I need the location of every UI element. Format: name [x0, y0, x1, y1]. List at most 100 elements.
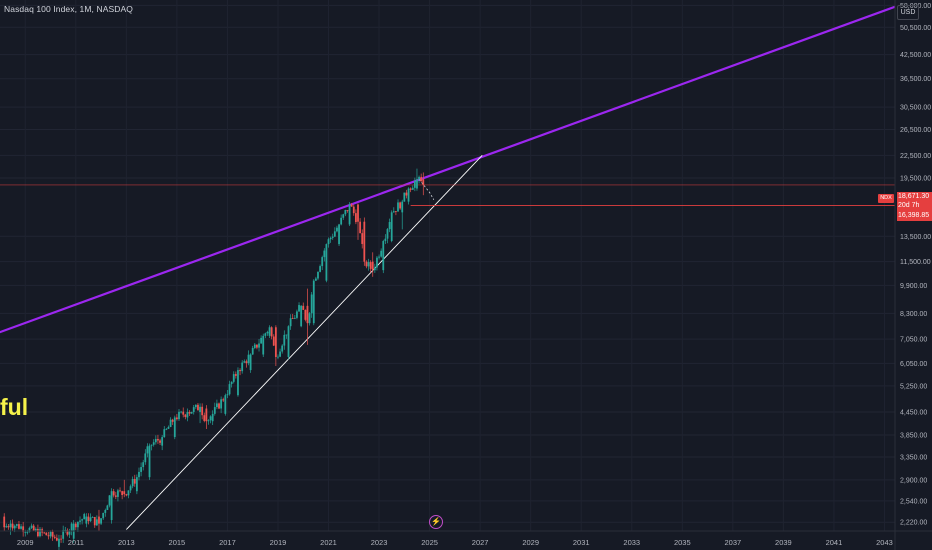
candles	[3, 168, 425, 550]
candle-body	[228, 384, 231, 395]
candle-body	[79, 520, 81, 522]
candle-body	[403, 192, 406, 202]
candle-body	[399, 202, 402, 209]
candle-body	[310, 294, 313, 314]
candle-body	[222, 399, 225, 401]
candle-body	[390, 212, 393, 242]
candle-body	[216, 403, 218, 408]
candle-body	[220, 399, 223, 409]
candle-body	[114, 495, 117, 497]
candle-body	[405, 192, 408, 196]
candle-body	[293, 317, 296, 319]
candle-body	[77, 521, 79, 528]
price-axis-label: 42,500.00	[900, 52, 931, 59]
candle-body	[188, 412, 191, 414]
candle-body	[327, 239, 330, 245]
candle-body	[388, 222, 391, 230]
candle-body	[89, 517, 92, 522]
candle-body	[253, 344, 256, 348]
candle-body	[205, 408, 208, 422]
candle-body	[15, 524, 18, 526]
candle-body	[66, 529, 69, 535]
candle-body	[234, 374, 237, 376]
currency-button[interactable]: USD	[897, 5, 919, 20]
candle-body	[43, 532, 46, 534]
candle-body	[384, 238, 387, 242]
candle-body	[7, 526, 10, 528]
candle-body	[350, 204, 353, 207]
price-axis-label: 5,250.00	[900, 383, 927, 390]
candle-body	[150, 444, 153, 446]
candle-body	[262, 335, 265, 355]
candle-body	[317, 271, 319, 279]
symbol-tag: NDX	[878, 194, 894, 203]
candle-body	[159, 440, 161, 443]
candle-body	[279, 351, 281, 357]
price-axis-label: 2,900.00	[900, 477, 927, 484]
resistance-trendline	[0, 5, 896, 334]
candle-body	[411, 187, 414, 190]
candle-body	[338, 224, 340, 245]
candle-body	[60, 538, 62, 540]
time-axis-label: 2021	[320, 538, 337, 547]
candle-body	[175, 417, 178, 420]
lightning-icon[interactable]: ⚡	[429, 515, 443, 529]
candle-body	[283, 334, 286, 346]
price-axis-label: 2,540.00	[900, 498, 927, 505]
candle-body	[3, 516, 6, 528]
candle-body	[409, 188, 412, 190]
candle-body	[13, 525, 16, 529]
candle-body	[47, 535, 50, 537]
candle-body	[230, 381, 233, 385]
time-axis-label: 2041	[826, 538, 843, 547]
candle-body	[331, 236, 334, 238]
candle-body	[186, 412, 189, 418]
time-axis-label: 2037	[725, 538, 742, 547]
candle-body	[152, 442, 155, 445]
bar-countdown: 20d 7h	[898, 202, 920, 209]
candle-body	[296, 311, 298, 318]
symbol-title[interactable]: Nasdaq 100 Index, 1M, NASDAQ	[4, 4, 133, 14]
candle-body	[314, 278, 317, 281]
time-axis-label: 2027	[472, 538, 489, 547]
candle-body	[395, 211, 397, 212]
candle-body	[281, 345, 284, 352]
time-axis-label: 2031	[573, 538, 590, 547]
candle-body	[24, 531, 27, 533]
time-axis-label: 2033	[623, 538, 640, 547]
candle-body	[207, 420, 210, 422]
candle-body	[87, 516, 90, 522]
candle-body	[312, 280, 315, 324]
time-axis-label: 2015	[169, 538, 186, 547]
candle-body	[138, 471, 140, 478]
candle-body	[58, 538, 60, 547]
time-axis-label: 2009	[17, 538, 34, 547]
price-axis-label: 3,350.00	[900, 455, 927, 462]
last-price: 18,671.30	[898, 193, 930, 200]
candle-body	[123, 491, 126, 495]
candle-body	[306, 305, 309, 324]
candle-body	[407, 188, 410, 202]
candle-body	[232, 374, 235, 382]
candle-body	[173, 417, 176, 438]
candle-body	[140, 467, 142, 472]
candle-body	[274, 327, 277, 357]
time-axis-label: 2035	[674, 538, 691, 547]
price-axis-label: 36,500.00	[900, 76, 931, 83]
candle-body	[340, 217, 343, 225]
candle-body	[371, 261, 374, 271]
candle-body	[323, 250, 326, 258]
candle-body	[285, 334, 288, 336]
candle-body	[51, 531, 54, 537]
candle-body	[241, 362, 244, 372]
candle-body	[20, 526, 22, 529]
price-axis-label: 7,050.00	[900, 337, 927, 344]
price-axis-label: 58,000.00	[900, 3, 931, 10]
candle-body	[380, 250, 383, 257]
candle-body	[165, 428, 168, 430]
candle-body	[85, 516, 88, 524]
candle-body	[291, 318, 294, 320]
candle-body	[376, 257, 378, 268]
